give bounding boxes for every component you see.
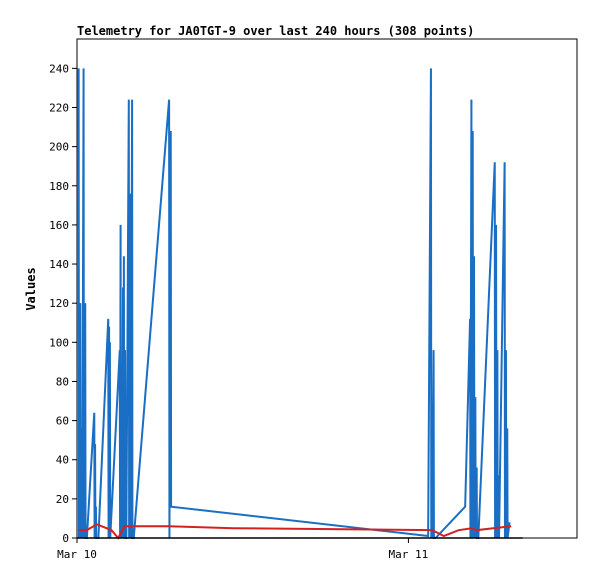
y-axis: 0 20 40 60 80 100 120 140 160 180 200 220 240 [49, 62, 77, 545]
y-tick-label: 140 [49, 258, 69, 271]
y-tick-label: 220 [49, 101, 69, 114]
y-tick-label: 200 [49, 141, 69, 154]
series-line-2 [78, 523, 512, 540]
y-tick-label: 60 [56, 415, 69, 428]
x-tick-label: Mar 10 [57, 548, 97, 561]
y-tick-label: 180 [49, 180, 69, 193]
y-tick-label: 40 [56, 454, 69, 467]
y-tick-label: 80 [56, 375, 69, 388]
chart-title: Telemetry for JA0TGT-9 over last 240 hou… [77, 24, 474, 38]
y-tick-label: 20 [56, 493, 69, 506]
y-tick-label: 160 [49, 219, 69, 232]
y-axis-label: Values [24, 267, 38, 310]
y-tick-label: 0 [62, 532, 69, 545]
y-tick-label: 240 [49, 62, 69, 75]
plot-area-frame [76, 38, 578, 539]
y-tick-label: 120 [49, 297, 69, 310]
x-tick-label: Mar 11 [389, 548, 429, 561]
y-tick-label: 100 [49, 336, 69, 349]
x-axis: Mar 10 Mar 11 [57, 538, 428, 561]
